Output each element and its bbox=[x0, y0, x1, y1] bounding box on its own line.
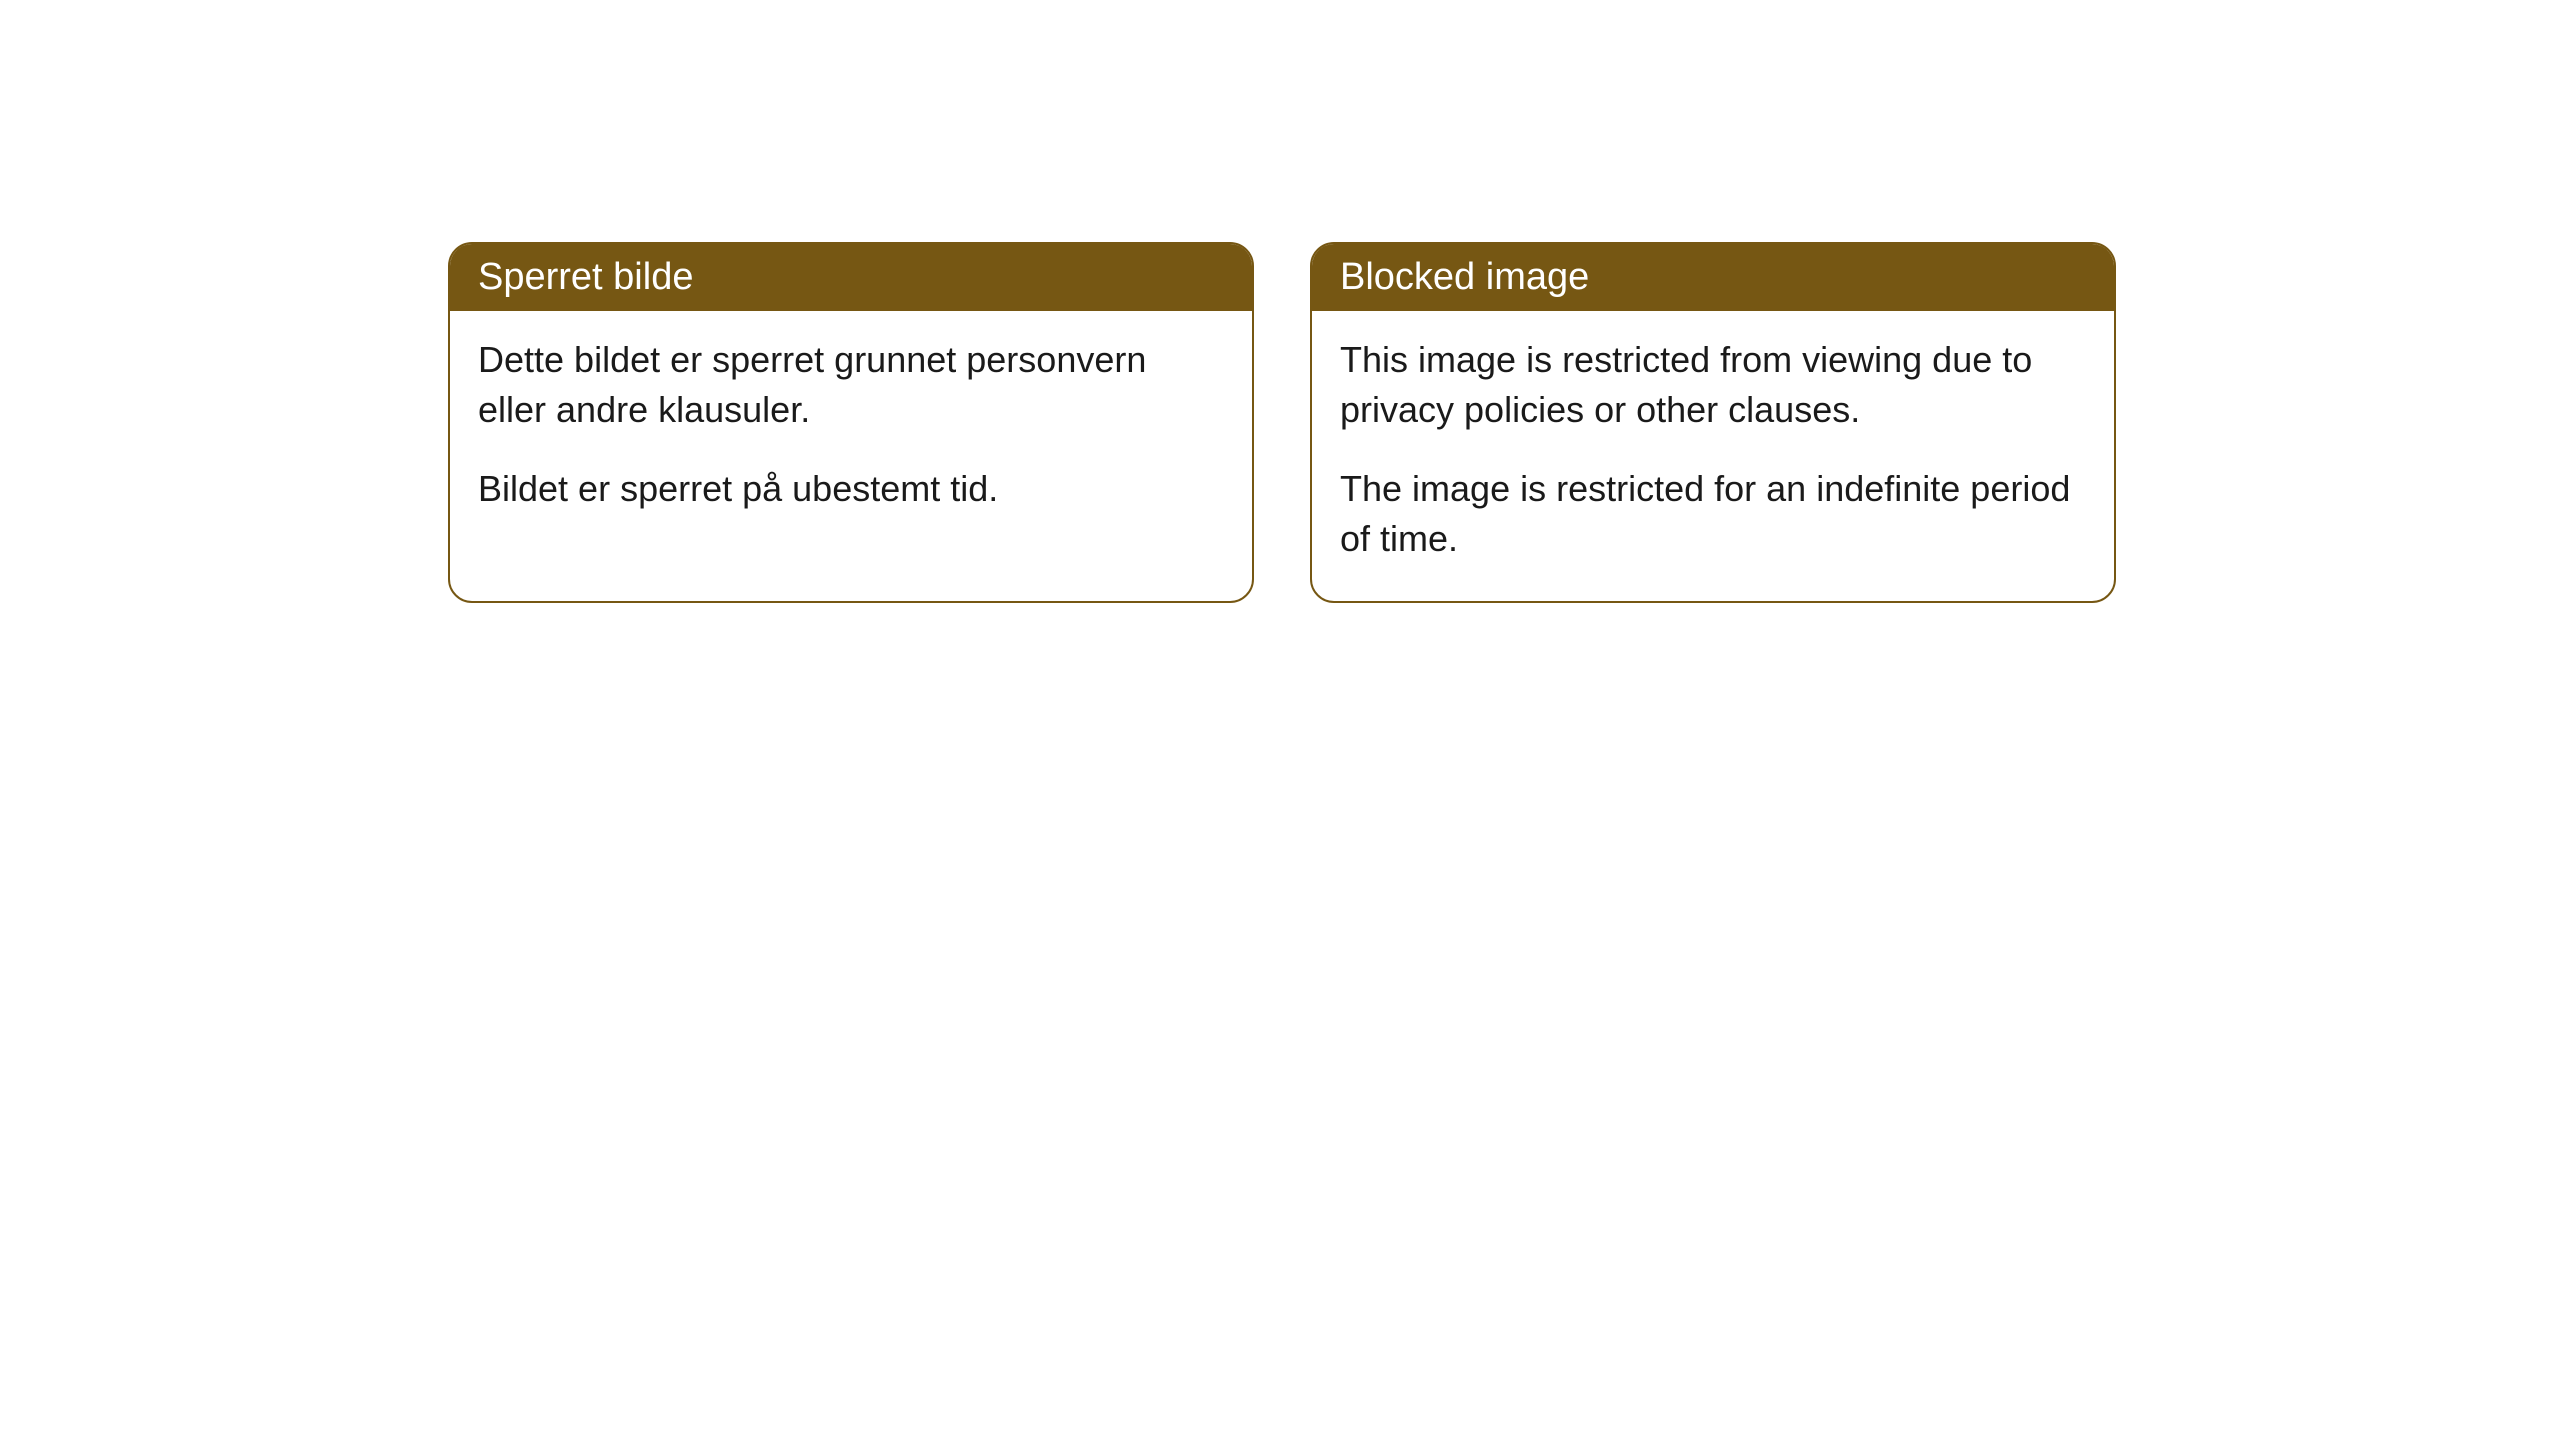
card-text-norwegian-1: Dette bildet er sperret grunnet personve… bbox=[478, 335, 1224, 436]
notice-card-norwegian: Sperret bilde Dette bildet er sperret gr… bbox=[448, 242, 1254, 603]
card-text-norwegian-2: Bildet er sperret på ubestemt tid. bbox=[478, 464, 1224, 514]
notice-cards-container: Sperret bilde Dette bildet er sperret gr… bbox=[448, 242, 2116, 603]
card-body-norwegian: Dette bildet er sperret grunnet personve… bbox=[450, 311, 1252, 550]
card-header-norwegian: Sperret bilde bbox=[450, 244, 1252, 311]
card-body-english: This image is restricted from viewing du… bbox=[1312, 311, 2114, 601]
notice-card-english: Blocked image This image is restricted f… bbox=[1310, 242, 2116, 603]
card-title-norwegian: Sperret bilde bbox=[478, 256, 693, 298]
card-title-english: Blocked image bbox=[1340, 256, 1589, 298]
card-header-english: Blocked image bbox=[1312, 244, 2114, 311]
card-text-english-2: The image is restricted for an indefinit… bbox=[1340, 464, 2086, 565]
card-text-english-1: This image is restricted from viewing du… bbox=[1340, 335, 2086, 436]
